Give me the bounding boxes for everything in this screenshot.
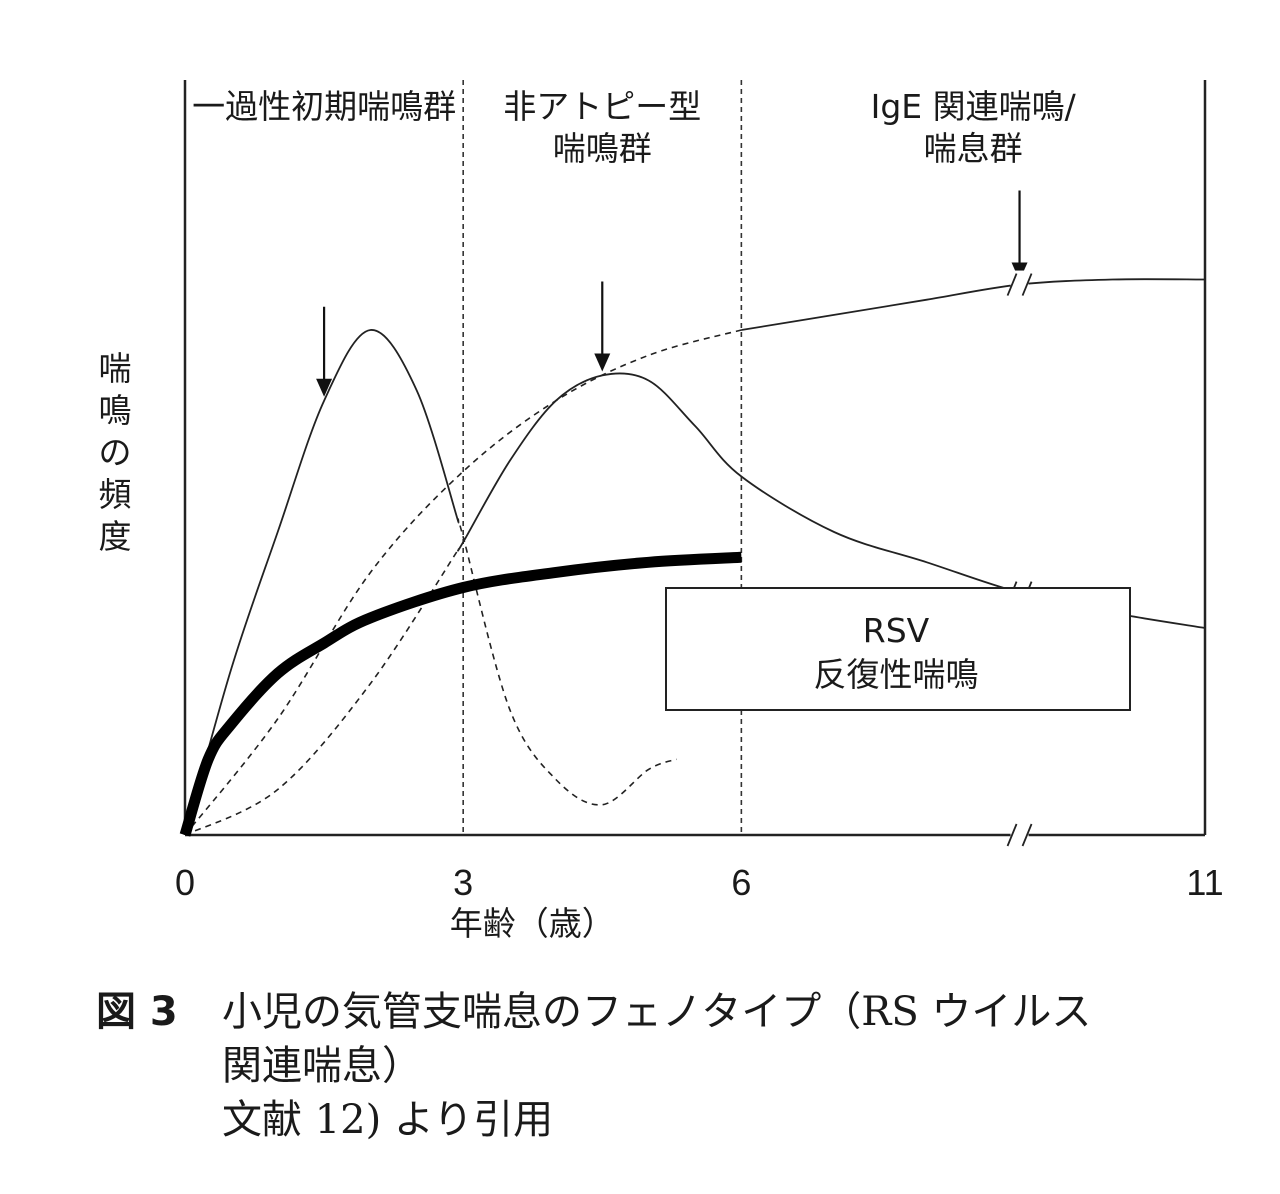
rsv-box: RSV 反復性喘鳴 — [665, 587, 1131, 711]
phase-dividers — [462, 80, 743, 835]
figure-number: 図 3 — [96, 989, 178, 1035]
y-axis-title-char-2: の — [99, 433, 132, 472]
peak-arrow-2 — [1011, 190, 1028, 281]
phase-label-1-0: 非アトピー型 — [503, 87, 701, 126]
peak-arrow-0 — [316, 306, 333, 397]
series-2-dashed — [184, 329, 742, 836]
phase-label-2-0: IgE 関連喘鳴/ — [871, 87, 1077, 126]
rsv-box-text-1: 反復性喘鳴 — [814, 655, 979, 694]
series-2-break-gap — [1010, 270, 1029, 299]
phase-label-2-1: 喘息群 — [924, 129, 1023, 168]
x-tick-label-2: 6 — [731, 862, 751, 903]
x-axis-break-slash-b — [1021, 823, 1033, 847]
series-0-solid — [184, 329, 460, 836]
x-axis-break — [1006, 821, 1033, 849]
y-axis-title-char-0: 喘 — [99, 349, 132, 388]
series-1-dashed — [184, 548, 460, 836]
y-axis-title-char-4: 度 — [99, 517, 132, 556]
x-axis-break-slash-a — [1006, 823, 1018, 847]
series-3-thick — [179, 551, 742, 837]
x-tick-label-0: 0 — [175, 862, 195, 903]
x-tick-label-1: 3 — [453, 862, 473, 903]
rsv-box-text-0: RSV — [863, 611, 930, 650]
y-axis-title-char-1: 鳴 — [99, 391, 132, 430]
peak-arrow-head — [594, 353, 611, 372]
figure-caption: 図 3 小児の気管支喘息のフェノタイプ（RS ウイルス 関連喘息） 文献 12)… — [96, 985, 1246, 1147]
y-axis-title-char-3: 頻 — [99, 475, 132, 514]
x-axis-break-gap — [1010, 821, 1029, 849]
phase-label-0-0: 一過性初期喘鳴群 — [192, 87, 456, 126]
peak-arrow-head — [316, 378, 333, 397]
x-axis-title: 年齢（歳） — [450, 904, 615, 943]
axis-breaks — [1006, 270, 1033, 849]
series-2-break-slash-b — [1021, 273, 1033, 296]
chart-frame — [183, 80, 1207, 837]
rsv-box-frame — [665, 587, 1131, 711]
series-2-solid — [741, 278, 1206, 331]
x-tick-label-3: 11 — [1186, 862, 1223, 903]
series-2-break-slash-a — [1006, 273, 1018, 296]
peak-arrow-1 — [594, 281, 611, 372]
series-lines — [179, 278, 1206, 837]
figure-title-line-2: 関連喘息） — [222, 1043, 422, 1089]
figure-source: 文献 12) より引用 — [222, 1097, 554, 1143]
phase-label-1-1: 喘鳴群 — [553, 129, 652, 168]
peak-arrows — [316, 190, 1028, 397]
series-2-break — [1006, 270, 1033, 299]
figure-title-line-1: 小児の気管支喘息のフェノタイプ（RS ウイルス — [222, 989, 1092, 1035]
